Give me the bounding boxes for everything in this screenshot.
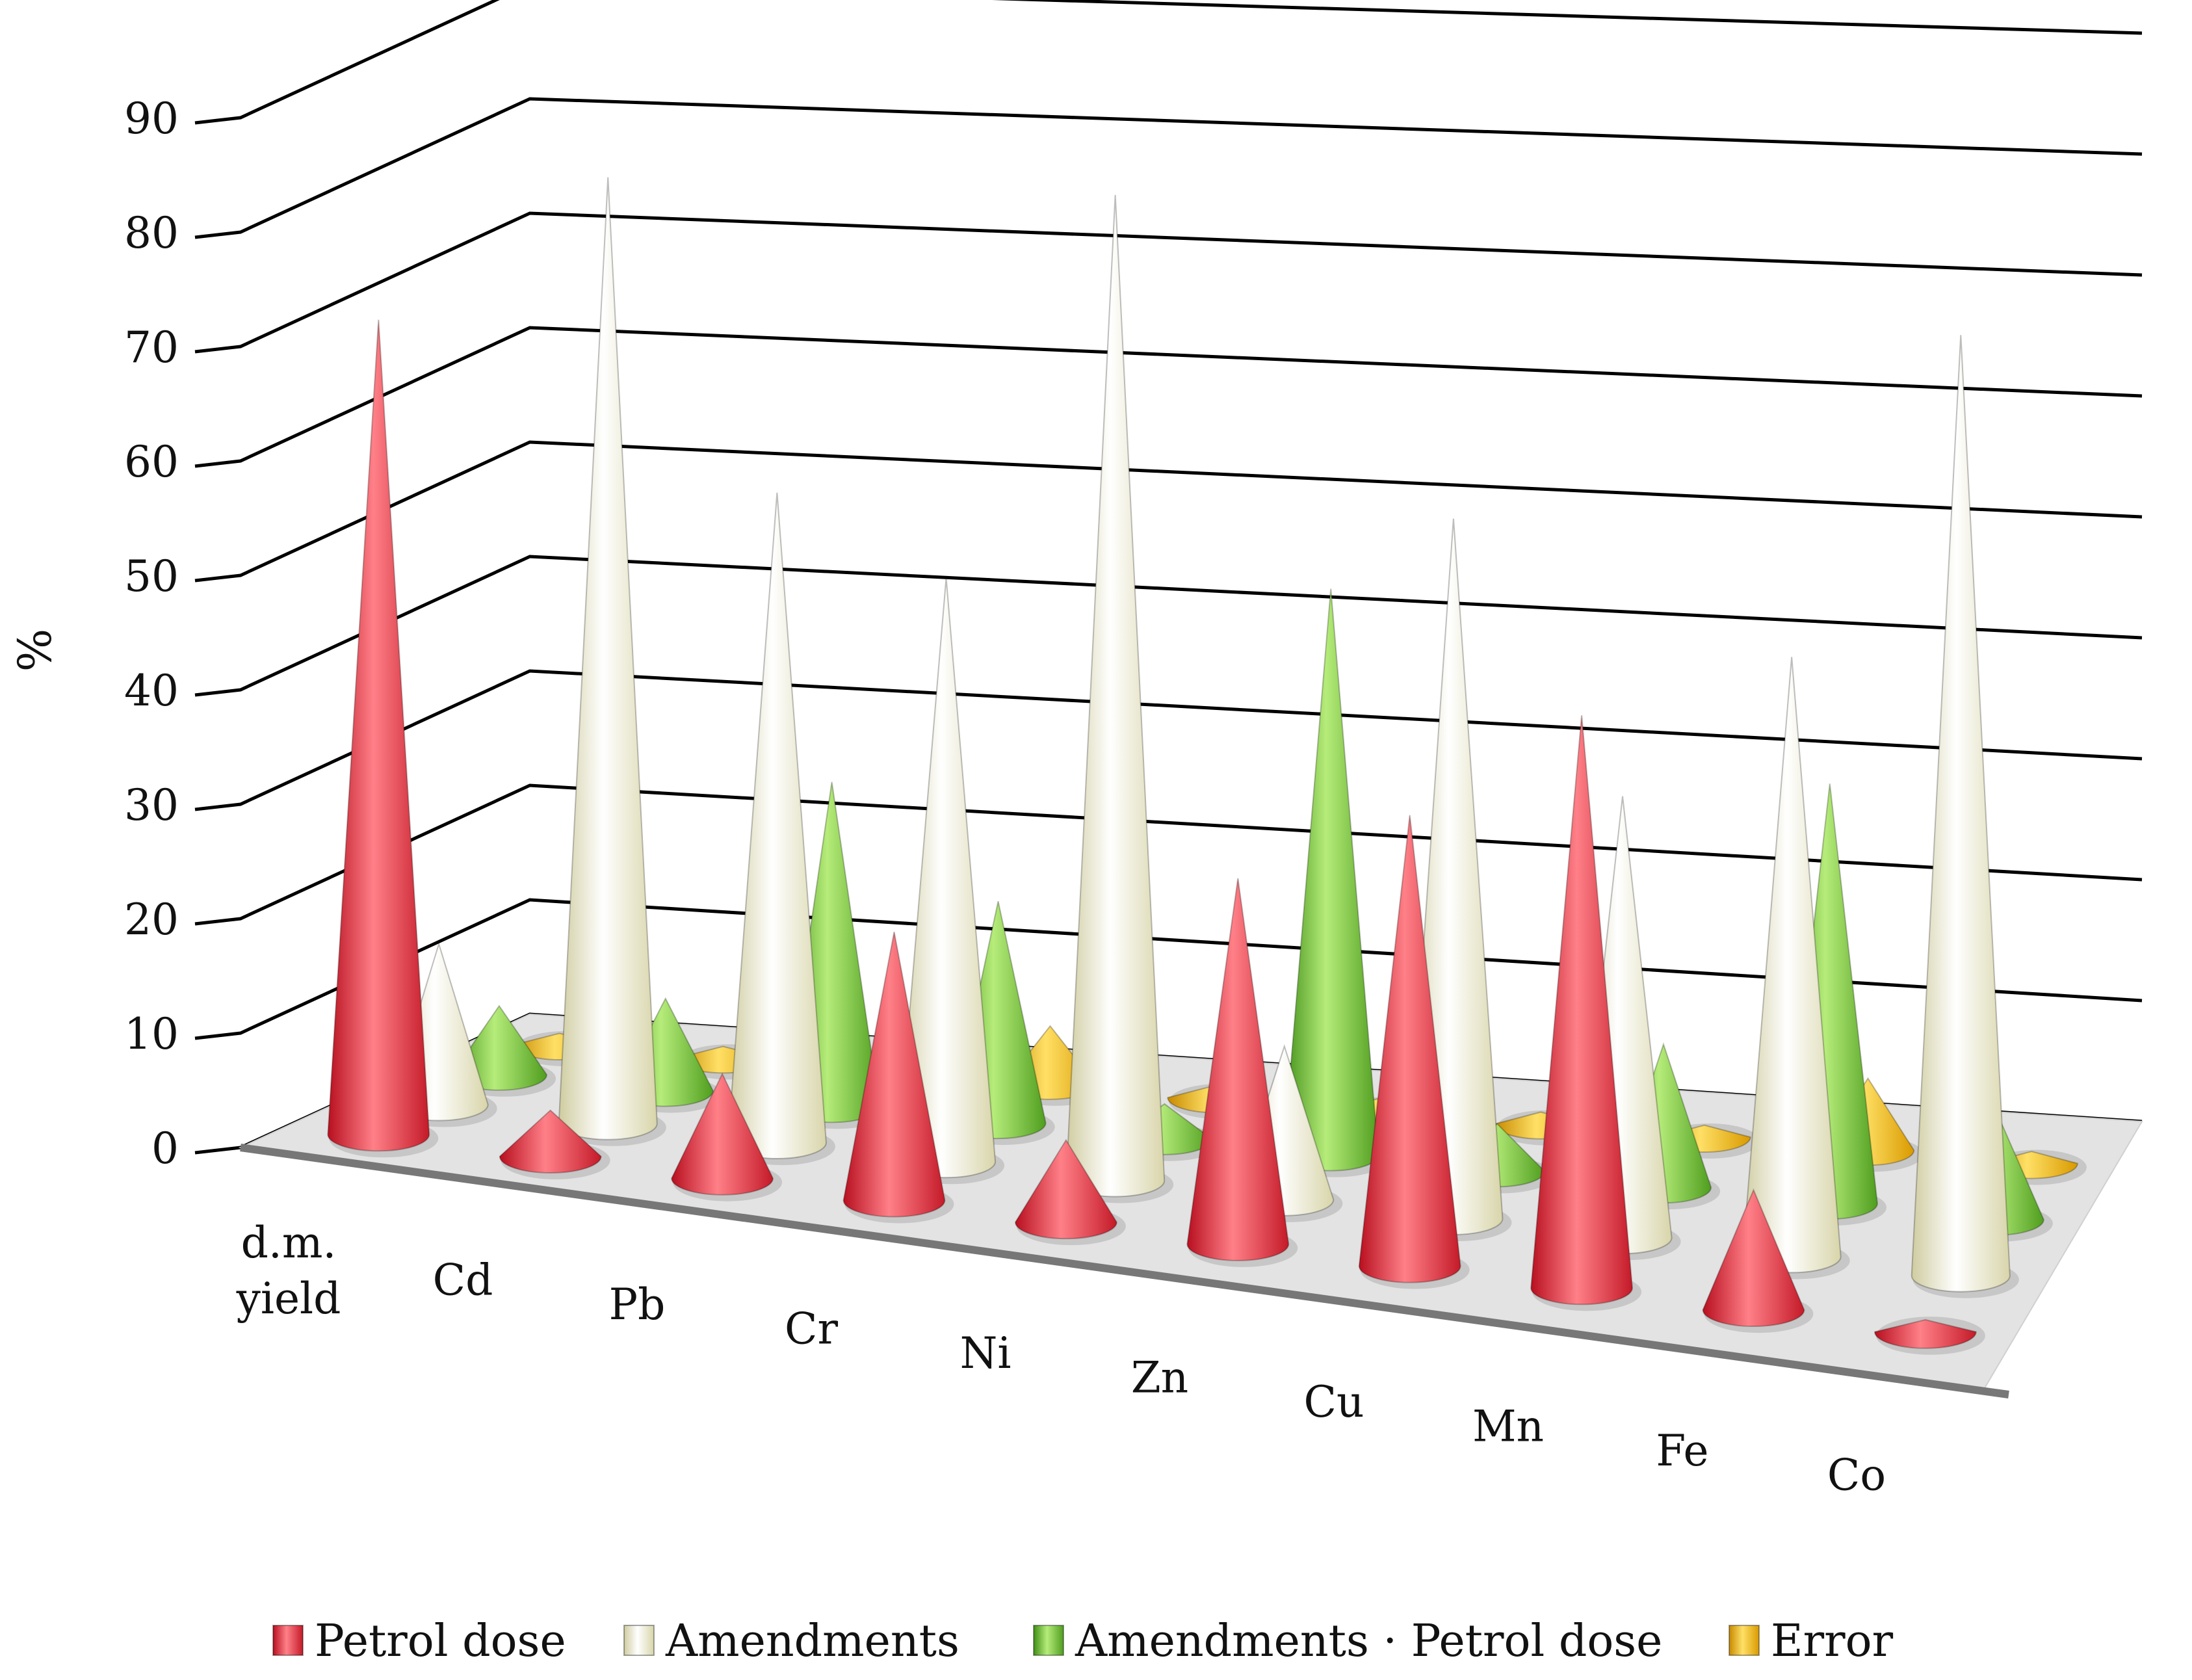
cone-1-4 (1065, 194, 1174, 1203)
cone-0-1 (499, 1109, 610, 1180)
cone-body (671, 1072, 774, 1196)
cones (327, 177, 2087, 1355)
legend-label: Amendments · Petrol dose (1075, 1616, 1662, 1667)
gridline (194, 440, 2143, 583)
category-label: Zn (1131, 1352, 1188, 1402)
cone-body (1014, 1138, 1117, 1239)
legend-item: Error (1729, 1616, 1894, 1667)
category-label: Pb (609, 1280, 666, 1330)
cone-0-0 (327, 319, 439, 1158)
gridline (194, 555, 2143, 697)
y-axis-ticks: 0 10 20 30 40 50 60 70 80 90 (124, 94, 179, 1174)
y-tick-label: 0 (151, 1123, 179, 1174)
gridline (194, 97, 2143, 239)
legend-swatch (1033, 1625, 1064, 1656)
cone-0-7 (1530, 715, 1642, 1311)
category-label: Cr (785, 1304, 838, 1354)
category-label: Ni (960, 1328, 1011, 1378)
cone-2-5 (1283, 588, 1388, 1177)
category-label: Mn (1472, 1401, 1544, 1451)
cone-0-5 (1186, 878, 1298, 1267)
cone-1-9 (1911, 335, 2019, 1298)
category-label: Co (1827, 1450, 1886, 1500)
cone-body (1186, 878, 1290, 1261)
cone-body (842, 932, 946, 1218)
category-label: Cu (1303, 1377, 1364, 1427)
legend-item: Petrol dose (272, 1616, 566, 1667)
category-label: Cd (433, 1255, 493, 1305)
gridline (194, 326, 2143, 468)
cone-body (1530, 715, 1634, 1306)
y-tick-label: 50 (124, 551, 179, 601)
cone-0-2 (671, 1072, 783, 1201)
legend-item: Amendments (623, 1616, 959, 1667)
cone-0-9 (1873, 1317, 1985, 1355)
legend-swatch (1729, 1625, 1760, 1656)
gridline (194, 0, 2143, 125)
cone-1-1 (558, 177, 666, 1146)
cone-body (558, 177, 658, 1140)
category-label: Fe (1656, 1426, 1708, 1476)
y-tick-label: 70 (124, 322, 179, 373)
cone-body (1358, 815, 1461, 1283)
cone-body (1873, 1319, 1977, 1349)
y-tick-label: 20 (124, 895, 179, 945)
legend-item: Amendments · Petrol dose (1033, 1616, 1662, 1667)
legend-label: Petrol dose (315, 1616, 566, 1667)
cone-body (727, 492, 827, 1160)
y-tick-label: 60 (124, 437, 179, 487)
cone-body (1911, 335, 2011, 1293)
cone-0-6 (1358, 815, 1470, 1289)
cone-0-4 (1014, 1138, 1126, 1246)
legend-swatch (272, 1625, 304, 1656)
legend-label: Error (1771, 1616, 1894, 1667)
cone-0-3 (842, 932, 954, 1224)
category-labels: d.m. yield Cd Pb Cr Ni Zn Cu Mn Fe Co (236, 1218, 1886, 1501)
y-tick-label: 10 (124, 1009, 179, 1059)
y-tick-label: 40 (124, 666, 179, 716)
legend: Petrol dose Amendments Amendments · Petrol… (272, 1616, 1894, 1667)
gridline (194, 211, 2143, 354)
floor-front-edge (240, 1144, 2009, 1398)
cone-body (1065, 194, 1166, 1198)
cone-0-8 (1702, 1188, 1814, 1333)
legend-label: Amendments (665, 1616, 959, 1667)
gridline (194, 783, 2143, 926)
category-label: d.m. yield (236, 1218, 341, 1324)
y-tick-label: 30 (124, 780, 179, 830)
cone-body (499, 1109, 602, 1174)
cone-body (1283, 588, 1379, 1172)
cone-body (327, 319, 430, 1152)
y-tick-label: 90 (124, 94, 179, 144)
legend-swatch (623, 1625, 655, 1656)
cone-body (1702, 1188, 1805, 1327)
gridline (194, 669, 2143, 811)
cone-1-2 (727, 492, 835, 1166)
y-tick-label: 80 (124, 208, 179, 258)
y-axis-title: % (8, 629, 62, 672)
